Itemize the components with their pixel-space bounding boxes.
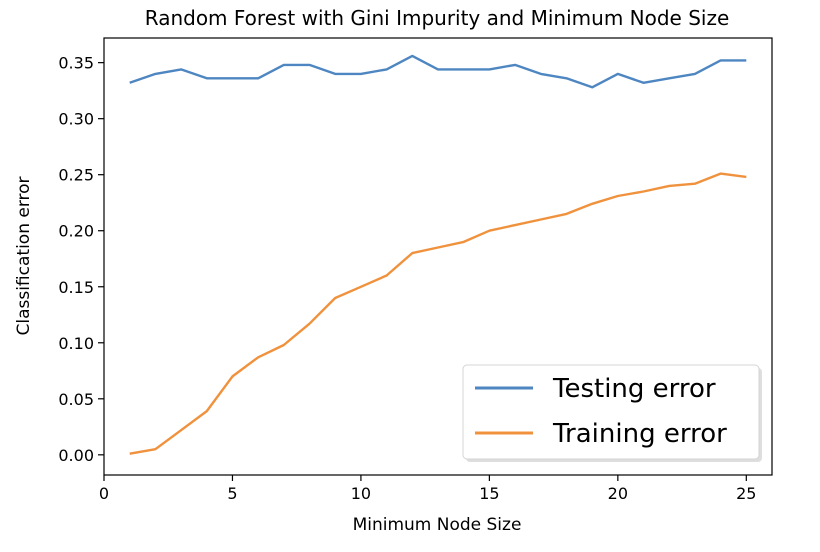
- y-tick-label: 0.00: [58, 446, 94, 465]
- x-tick-label: 0: [99, 484, 109, 503]
- y-tick-label: 0.35: [58, 54, 94, 73]
- y-tick-label: 0.10: [58, 334, 94, 353]
- legend: Testing error Training error: [462, 364, 762, 462]
- series-line-testing-error: [129, 54, 747, 89]
- x-tick-label: 5: [227, 484, 237, 503]
- y-axis-label: Classification error: [14, 176, 34, 335]
- axes-frame: [103, 37, 773, 476]
- series-line-training-error: [129, 172, 747, 455]
- y-tick-label: 0.15: [58, 278, 94, 297]
- y-tick-label: 0.05: [58, 390, 94, 409]
- x-axis-label: Minimum Node Size: [353, 515, 522, 535]
- y-tick-label: 0.25: [58, 166, 94, 185]
- legend-label-training-error: Training error: [552, 419, 727, 449]
- x-tick-label: 15: [479, 484, 499, 503]
- x-axis: 0 5 10 15 20 25: [99, 475, 756, 503]
- y-axis: 0.00 0.05 0.10 0.15 0.20 0.25 0.30 0.35: [58, 54, 104, 465]
- x-tick-label: 20: [608, 484, 628, 503]
- legend-box: [462, 364, 760, 460]
- y-tick-label: 0.30: [58, 110, 94, 129]
- x-tick-label: 25: [736, 484, 756, 503]
- legend-label-testing-error: Testing error: [552, 374, 716, 404]
- x-tick-label: 10: [351, 484, 371, 503]
- plot-area: [103, 37, 773, 476]
- series-layer: [129, 54, 747, 455]
- legend-items: Testing error Training error: [475, 374, 727, 449]
- chart-title: Random Forest with Gini Impurity and Min…: [145, 6, 730, 30]
- y-tick-label: 0.20: [58, 222, 94, 241]
